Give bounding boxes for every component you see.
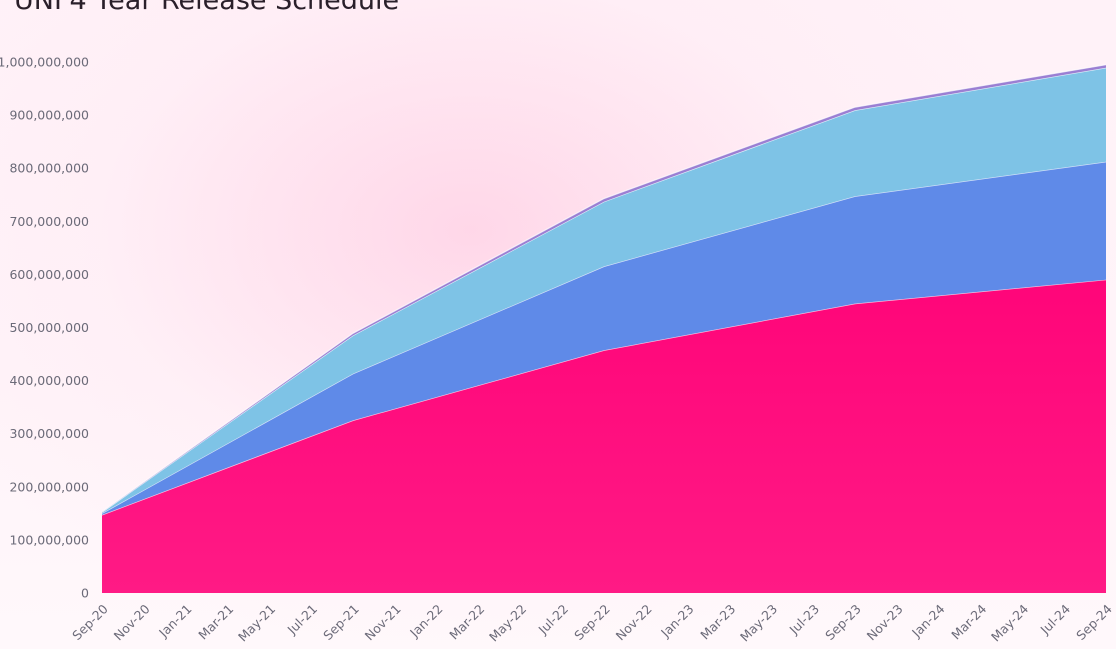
x-tick-label: Nov-20 [111, 601, 153, 643]
x-tick-label: Sep-20 [69, 601, 111, 643]
x-tick-label: Sep-21 [320, 601, 362, 643]
x-tick-label: Jan-23 [657, 601, 696, 640]
x-tick-label: Sep-23 [822, 601, 864, 643]
chart-title: UNF4 Year Release Schedule [14, 0, 400, 16]
x-tick-label: Sep-22 [571, 601, 613, 643]
x-tick-label: Jul-21 [284, 601, 320, 637]
x-tick-label: Sep-24 [1073, 601, 1115, 643]
x-tick-label: Nov-22 [613, 601, 655, 643]
x-tick-label: Jan-21 [155, 601, 194, 640]
area-series-1 [102, 161, 1106, 515]
x-tick-label: May-22 [486, 601, 529, 644]
x-tick-label: Mar-24 [948, 601, 989, 642]
x-tick-label: Jan-22 [406, 601, 445, 640]
y-tick-label: 800,000,000 [9, 161, 89, 176]
y-tick-label: 300,000,000 [9, 426, 89, 441]
x-tick-label: Nov-23 [864, 601, 906, 643]
x-tick-label: Mar-21 [195, 601, 236, 642]
x-tick-label: Jul-24 [1037, 601, 1073, 637]
y-tick-label: 0 [81, 586, 89, 601]
x-tick-label: Jul-23 [786, 601, 822, 637]
y-tick-label: 400,000,000 [9, 373, 89, 388]
y-tick-label: 200,000,000 [9, 479, 89, 494]
x-tick-label: Jan-24 [908, 601, 947, 640]
y-tick-label: 600,000,000 [9, 267, 89, 282]
y-tick-label: 100,000,000 [9, 532, 89, 547]
area-series-3-edge [101, 64, 1107, 513]
x-tick-label: Mar-22 [446, 601, 487, 642]
y-axis-ticks: 0 100,000,000 200,000,000 300,000,000 400,00… [0, 55, 89, 601]
x-tick-label: Jul-22 [535, 601, 571, 637]
area-series-0 [102, 279, 1106, 593]
y-tick-label: 700,000,000 [9, 214, 89, 229]
y-tick-label: 1,000,000,000 [0, 55, 89, 70]
areas-layer [101, 64, 1107, 593]
x-tick-label: May-21 [235, 601, 278, 644]
area-series-2 [102, 67, 1106, 514]
x-tick-label: Mar-23 [697, 601, 738, 642]
x-tick-label: May-23 [737, 601, 780, 644]
y-tick-label: 500,000,000 [9, 320, 89, 335]
x-tick-label: May-24 [988, 601, 1031, 644]
x-tick-label: Nov-21 [362, 601, 404, 643]
y-tick-label: 900,000,000 [9, 108, 89, 123]
